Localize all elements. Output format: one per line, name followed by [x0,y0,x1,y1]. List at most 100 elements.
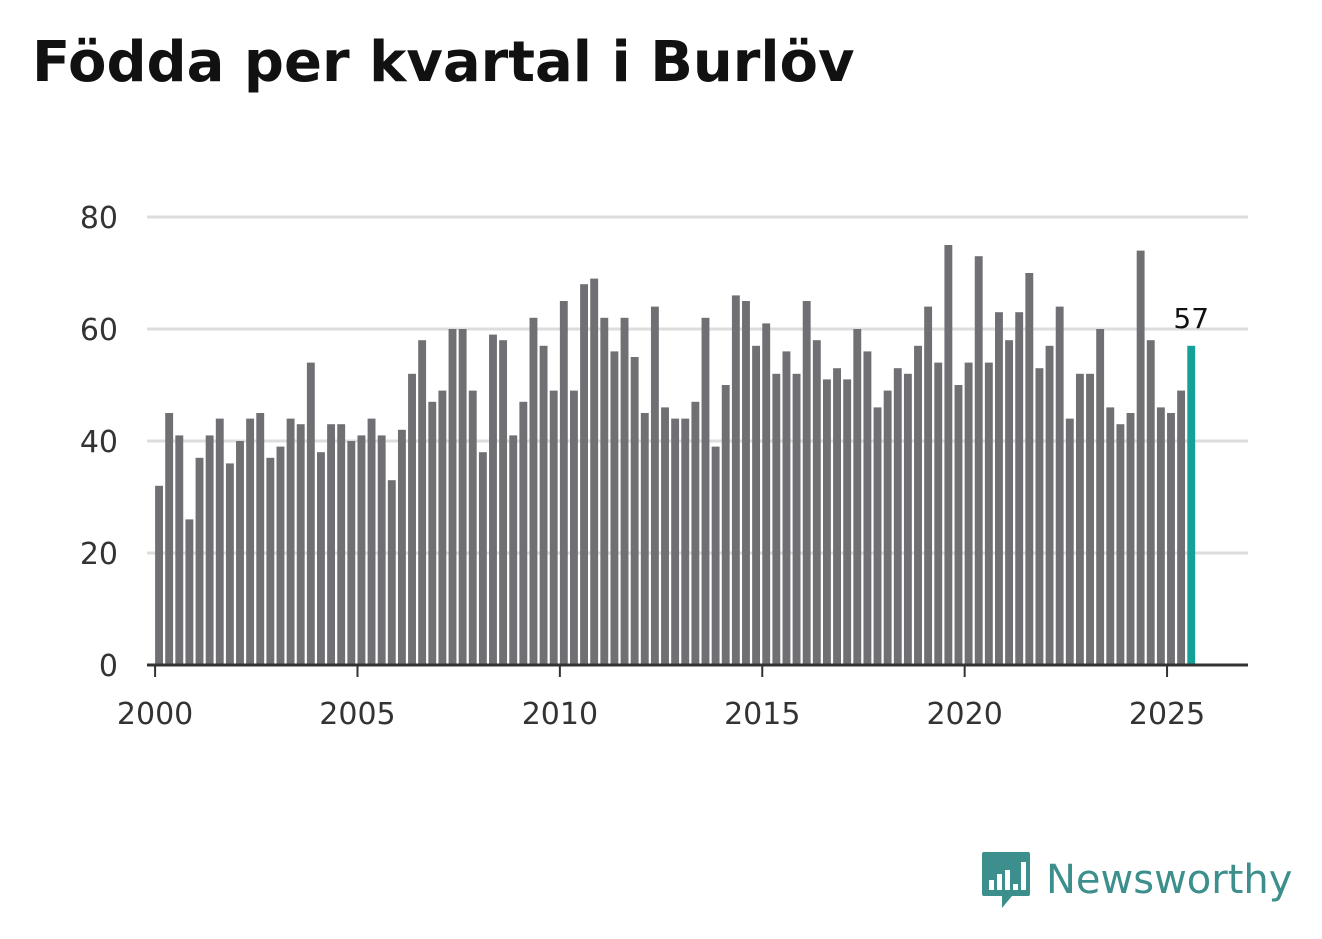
bar [1055,306,1064,665]
bar [640,413,649,665]
bar [165,413,174,665]
bar [387,480,396,665]
bar [1106,407,1115,665]
bar [762,323,771,665]
bar [357,435,366,665]
bar [489,334,497,665]
bar [802,301,811,665]
bar [914,345,922,665]
bar [812,340,821,665]
bar [590,278,599,665]
bar [408,373,416,665]
bar [185,519,194,665]
bar [337,424,346,665]
bar [347,441,356,665]
bar [458,329,467,665]
bar [934,362,943,665]
y-tick-label: 40 [80,425,118,460]
bar [681,418,690,665]
bar [438,390,447,665]
bars [155,245,1196,665]
x-tick-label: 2010 [522,697,598,732]
bar [286,418,295,665]
highlight-value-label: 57 [1173,302,1209,335]
bar [822,379,831,665]
bar [792,373,801,665]
bar [600,317,609,665]
bar [499,340,508,665]
bar [428,401,437,665]
bar [418,340,427,665]
bar [721,385,730,665]
bar [155,485,163,665]
bar [1177,390,1186,665]
bar [752,345,761,665]
bar [1146,340,1155,665]
bar [1086,373,1094,665]
bar [620,317,629,665]
bar [701,317,710,665]
bar [580,284,589,665]
bar [397,429,406,665]
brand-name: Newsworthy [1046,857,1293,903]
bar [883,390,892,665]
bar [327,424,336,665]
bar [1116,424,1125,665]
y-tick-label: 0 [99,649,118,684]
bar [306,362,315,665]
bar [519,401,528,665]
y-tick-label: 60 [80,313,118,348]
bar [1156,407,1165,665]
bar [691,401,700,665]
bar [1136,250,1145,665]
x-tick-label: 2025 [1129,697,1205,732]
bar [1075,373,1084,665]
bar [296,424,305,665]
bar-chart-speech-bubble-icon [982,852,1030,908]
bar [478,452,487,665]
bar [559,301,568,665]
bar [175,435,184,665]
bar [1167,413,1175,665]
bar [195,457,204,665]
bar [671,418,680,665]
bar [944,245,953,665]
bar [772,373,781,665]
bar [317,452,325,665]
bar [650,306,659,665]
bar [661,407,669,665]
bar [468,390,477,665]
bar [893,368,902,665]
bar [215,418,224,665]
bar [1126,413,1135,665]
bar [1045,345,1054,665]
bar [924,306,933,665]
y-tick-label: 20 [80,537,118,572]
bar [782,351,791,665]
bar [377,435,386,665]
bar [1096,329,1105,665]
bar [256,413,265,665]
y-axis-tick-labels: 0 20 40 60 80 [80,201,118,684]
bar [954,385,963,665]
bar [509,435,518,665]
bar [1005,340,1014,665]
bar [448,329,457,665]
page-title: Födda per kvartal i Burlöv [32,30,855,95]
bar [276,446,285,665]
bar [742,301,750,665]
y-tick-label: 80 [80,201,118,236]
bar [863,351,872,665]
x-tick-label: 2000 [117,697,193,732]
bar [236,441,244,665]
bar [731,295,740,665]
bar [903,373,912,665]
x-tick-label: 2020 [926,697,1002,732]
newsworthy-logo: Newsworthy [980,850,1292,910]
bar [964,362,973,665]
bar [873,407,882,665]
bar [367,418,376,665]
bar [833,368,841,665]
bar [1065,418,1074,665]
bar [711,446,720,665]
